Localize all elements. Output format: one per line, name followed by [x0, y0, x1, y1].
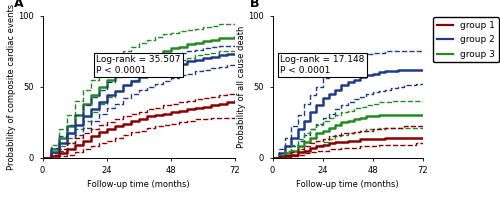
- Legend: group 1, group 2, group 3: group 1, group 2, group 3: [433, 18, 498, 62]
- Y-axis label: Probability of all cause death: Probability of all cause death: [236, 25, 246, 148]
- X-axis label: Follow-up time (months): Follow-up time (months): [88, 180, 190, 190]
- Y-axis label: Probability of composite cardiac events: Probability of composite cardiac events: [6, 4, 16, 170]
- Text: Log-rank = 17.148
P < 0.0001: Log-rank = 17.148 P < 0.0001: [280, 56, 364, 75]
- Text: A: A: [14, 0, 23, 10]
- Text: B: B: [250, 0, 260, 10]
- Text: Log-rank = 35.507
P < 0.0001: Log-rank = 35.507 P < 0.0001: [96, 56, 181, 75]
- X-axis label: Follow-up time (months): Follow-up time (months): [296, 180, 399, 190]
